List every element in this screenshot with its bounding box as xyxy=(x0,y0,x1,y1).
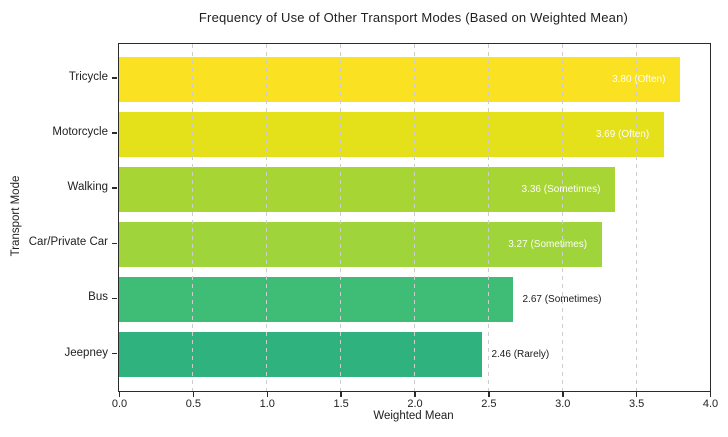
bar-bus xyxy=(119,276,514,322)
x-tick-mark xyxy=(340,391,342,397)
x-tick-label: 2.5 xyxy=(481,398,497,410)
bar-walking xyxy=(119,166,616,212)
x-tick-mark xyxy=(635,391,638,397)
bar-value-label: 3.69 (Often) xyxy=(595,128,650,140)
x-tick-label: 4.0 xyxy=(702,398,719,410)
bar-value-label: 3.27 (Sometimes) xyxy=(508,238,588,250)
bar-value-label: 3.36 (Sometimes) xyxy=(521,183,601,195)
y-tick-mark xyxy=(111,242,117,245)
y-tick-label: Tricycle xyxy=(68,71,108,83)
plot-area: 3.80 (Often) 3.69 (Often) 3.36 (Sometimes)… xyxy=(118,43,711,392)
chart-title: Frequency of Use of Other Transport Mode… xyxy=(198,10,629,25)
y-tick-label: Motorcycle xyxy=(52,126,108,139)
y-tick-mark xyxy=(111,187,117,189)
x-tick-label: 0.5 xyxy=(185,398,202,410)
y-tick-label: Bus xyxy=(88,291,108,304)
x-tick-mark xyxy=(118,391,121,397)
x-tick-mark xyxy=(414,391,416,397)
x-tick-label: 3.0 xyxy=(555,398,571,410)
bar-value-label: 3.80 (Often) xyxy=(612,73,666,85)
bar-value-label: 2.67 (Sometimes) xyxy=(522,293,602,305)
y-tick-label: Walking xyxy=(67,181,108,194)
x-tick-mark xyxy=(192,391,195,397)
x-tick-label: 0.0 xyxy=(111,398,128,410)
y-tick-mark xyxy=(111,77,117,79)
bar-motorcycle xyxy=(119,111,665,157)
y-tick-label: Jeepney xyxy=(64,346,108,359)
y-tick-label: Car/Private Car xyxy=(28,236,108,249)
x-tick-label: 3.5 xyxy=(628,398,645,410)
x-tick-label: 2.0 xyxy=(407,398,423,410)
x-tick-mark xyxy=(488,391,490,397)
y-tick-mark xyxy=(111,132,117,134)
x-tick-mark xyxy=(709,391,712,397)
x-tick-mark xyxy=(266,391,268,397)
x-axis-title: Weighted Mean xyxy=(373,410,454,422)
x-tick-mark xyxy=(562,391,564,397)
x-tick-label: 1.5 xyxy=(333,398,349,410)
bar-tricycle xyxy=(119,56,681,102)
bar-car-private-car xyxy=(119,221,603,267)
bar-jeepney xyxy=(119,332,483,377)
y-tick-mark xyxy=(111,352,117,355)
x-tick-label: 1.0 xyxy=(259,398,275,410)
bar-value-label: 2.46 (Rarely) xyxy=(491,349,550,360)
y-tick-mark xyxy=(111,297,117,300)
